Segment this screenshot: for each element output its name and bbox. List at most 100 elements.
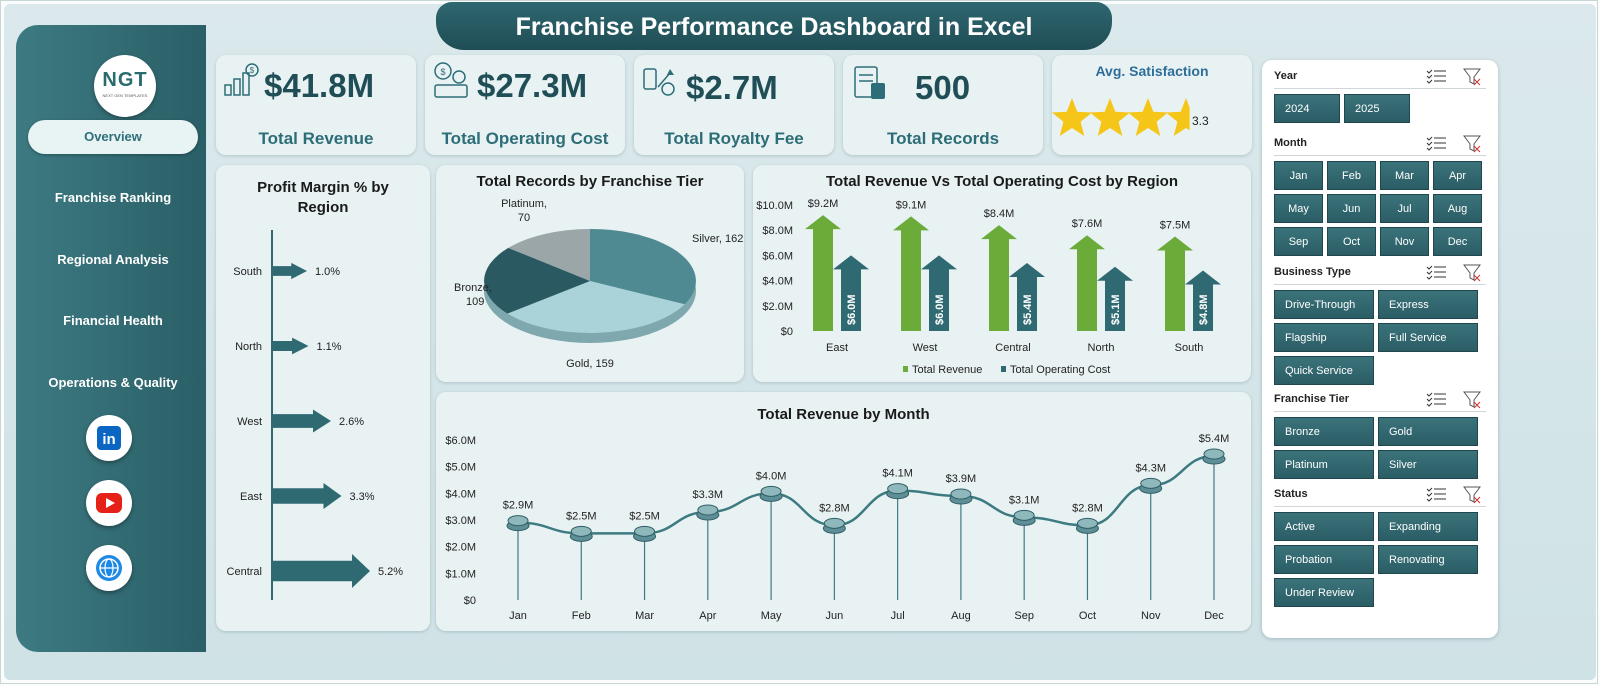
line-value-label: $4.1M	[882, 468, 913, 480]
clear-filter-icon[interactable]	[1463, 391, 1481, 409]
slicer-business-type-quick-service[interactable]: Quick Service	[1274, 356, 1374, 385]
coin-marker-top	[887, 483, 909, 495]
line-chart: $0 $1.0M $2.0M $3.0M $4.0M $5.0M $6.0M $2.9M Jan…	[445, 433, 1230, 622]
slicer-status-active[interactable]: Active	[1274, 512, 1374, 541]
clear-filter-icon[interactable]	[1463, 264, 1481, 282]
line-xtick: Jan	[509, 610, 527, 622]
brand-logo[interactable]: NGT NEXT GEN TEMPLATES	[94, 55, 156, 117]
slicer-status-renovating[interactable]: Renovating	[1378, 545, 1478, 574]
kpi-operating-cost-label: Total Operating Cost	[441, 129, 609, 148]
star-icon	[1128, 98, 1168, 136]
nav-financial-health[interactable]: Financial Health	[63, 313, 163, 328]
nav-franchise-ranking[interactable]: Franchise Ranking	[54, 190, 172, 205]
pie-label: Gold, 159	[566, 358, 614, 370]
website-button[interactable]	[86, 545, 132, 591]
slicer-month-feb[interactable]: Feb	[1327, 161, 1376, 190]
bar-revenue-north	[1069, 235, 1105, 331]
line-xtick: Nov	[1141, 610, 1161, 622]
profit-value-label: 1.1%	[317, 341, 342, 353]
star-icon	[1090, 98, 1130, 136]
line-chart-card: Total Revenue by Month $0 $1.0M $2.0M $3.0M…	[436, 392, 1251, 631]
nav-regional-analysis[interactable]: Regional Analysis	[57, 252, 169, 267]
pie-label: Platinum,	[501, 198, 547, 210]
slicer-controls	[1424, 67, 1484, 86]
multi-select-icon[interactable]	[1426, 69, 1446, 84]
logo-subtitle: NEXT GEN TEMPLATES	[102, 93, 148, 98]
line-ytick: $4.0M	[445, 488, 476, 500]
profit-region-label: South	[233, 266, 262, 278]
slicer-month-jul[interactable]: Jul	[1380, 194, 1429, 223]
pie-chart-card: Total Records by Franchise Tier Silver, …	[436, 165, 744, 382]
slicer-status-under-review[interactable]: Under Review	[1274, 578, 1374, 607]
profit-arrow-central	[272, 554, 370, 588]
slicer-franchise-tier-bronze[interactable]: Bronze	[1274, 417, 1374, 446]
line-ytick: $2.0M	[445, 542, 476, 554]
slicer-month-mar[interactable]: Mar	[1380, 161, 1429, 190]
logo-text: NGT	[102, 69, 148, 91]
nav-overview[interactable]: Overview	[28, 120, 198, 154]
star-icon	[1052, 98, 1092, 136]
slicer-month-jan[interactable]: Jan	[1274, 161, 1323, 190]
slicer-franchise-tier-gold[interactable]: Gold	[1378, 417, 1478, 446]
bar-xtick: South	[1175, 342, 1204, 354]
slicer-month-jun[interactable]: Jun	[1327, 194, 1376, 223]
bar-revenue-east	[805, 215, 841, 331]
slicer-year-2025[interactable]: 2025	[1344, 94, 1410, 123]
line-value-label: $2.8M	[819, 502, 850, 514]
clear-filter-icon[interactable]	[1463, 486, 1481, 504]
slicer-title-franchise-tier: Franchise Tier	[1274, 393, 1349, 405]
linkedin-button[interactable]: in	[86, 415, 132, 461]
slicer-divider	[1274, 284, 1486, 285]
profit-region-label: North	[235, 341, 262, 353]
slicer-month-dec[interactable]: Dec	[1433, 227, 1482, 256]
bar-revenue-label: $7.6M	[1072, 218, 1103, 230]
line-ytick: $6.0M	[445, 435, 476, 447]
slicer-title-business-type: Business Type	[1274, 266, 1351, 278]
legend-label: Total Revenue	[912, 364, 982, 376]
profit-margin-title: Profit Margin % by Region	[257, 179, 389, 216]
line-value-label: $5.4M	[1199, 433, 1230, 445]
slicer-year-2024[interactable]: 2024	[1274, 94, 1340, 123]
slicer-business-type-full-service[interactable]: Full Service	[1378, 323, 1478, 352]
line-value-label: $3.1M	[1009, 494, 1040, 506]
slicer-divider	[1274, 506, 1486, 507]
bar-revenue-central	[981, 225, 1017, 331]
youtube-icon	[96, 493, 122, 513]
slicer-month-aug[interactable]: Aug	[1433, 194, 1482, 223]
slicer-status-expanding[interactable]: Expanding	[1378, 512, 1478, 541]
pie-value: 109	[466, 296, 484, 308]
kpi-records-value: 500	[915, 69, 971, 106]
line-value-label: $3.9M	[946, 473, 977, 485]
slicer-month-apr[interactable]: Apr	[1433, 161, 1482, 190]
bar-chart: $0 $2.0M $4.0M $6.0M $8.0M $10.0M $9.2M $6.0M Ea…	[756, 198, 1221, 376]
slicer-month-oct[interactable]: Oct	[1327, 227, 1376, 256]
bar-revenue-west	[893, 216, 929, 331]
slicer-business-type-drive-through[interactable]: Drive-Through	[1274, 290, 1374, 319]
kpi-records-label: Total Records	[886, 129, 1000, 148]
multi-select-icon[interactable]	[1426, 136, 1446, 151]
multi-select-icon[interactable]	[1426, 487, 1446, 502]
slicer-controls	[1424, 134, 1484, 153]
sidebar: NGT NEXT GEN TEMPLATES Overview Franchis…	[16, 25, 206, 652]
slicer-franchise-tier-silver[interactable]: Silver	[1378, 450, 1478, 479]
youtube-button[interactable]	[86, 480, 132, 526]
slicer-month-sep[interactable]: Sep	[1274, 227, 1323, 256]
slicer-month-nov[interactable]: Nov	[1380, 227, 1429, 256]
linkedin-icon: in	[97, 426, 121, 450]
cost-icon: $	[434, 62, 468, 98]
slicer-status-probation[interactable]: Probation	[1274, 545, 1374, 574]
clear-filter-icon[interactable]	[1463, 68, 1481, 86]
profit-value-label: 1.0%	[315, 266, 340, 278]
slicer-business-type-express[interactable]: Express	[1378, 290, 1478, 319]
slicer-franchise-tier-platinum[interactable]: Platinum	[1274, 450, 1374, 479]
multi-select-icon[interactable]	[1426, 392, 1446, 407]
slicer-controls	[1424, 485, 1484, 504]
nav-operations-quality[interactable]: Operations & Quality	[48, 375, 178, 390]
clear-filter-icon[interactable]	[1463, 135, 1481, 153]
bar-revenue-label: $9.1M	[896, 199, 927, 211]
multi-select-icon[interactable]	[1426, 265, 1446, 280]
pie-label: Silver, 162	[692, 233, 743, 245]
slicer-business-type-flagship[interactable]: Flagship	[1274, 323, 1374, 352]
bar-cost-label: $6.0M	[846, 294, 858, 325]
slicer-month-may[interactable]: May	[1274, 194, 1323, 223]
